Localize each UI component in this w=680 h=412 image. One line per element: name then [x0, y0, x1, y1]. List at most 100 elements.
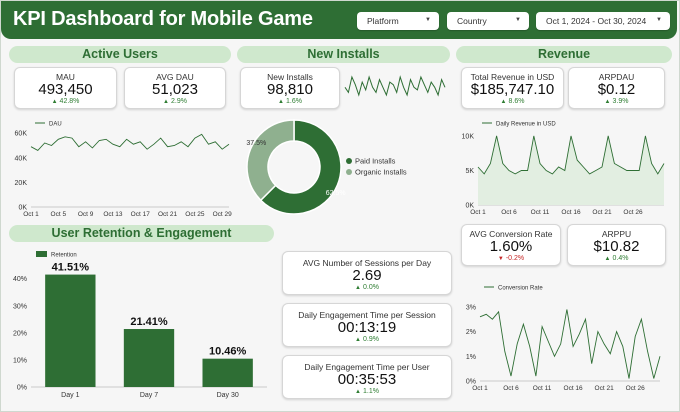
donut-slice — [246, 119, 295, 202]
x-tick-label: Oct 21 — [158, 211, 178, 218]
x-tick-label: Oct 6 — [501, 209, 517, 216]
kpi-change: ▲ 8.6% — [500, 98, 525, 105]
page-title: KPI Dashboard for Mobile Game — [13, 8, 313, 30]
kpi-label: ARPPU — [601, 229, 632, 239]
x-tick-label: Oct 13 — [103, 211, 123, 218]
triangle-up-icon: ▲ — [278, 99, 284, 105]
legend-label: Daily Revenue in USD — [496, 122, 556, 128]
bar-data-label: 10.46% — [209, 346, 247, 358]
installs-donut-chart: 62.5% 37.5% Paid Installs Organic Installs — [246, 119, 407, 215]
date-range-filter[interactable]: Oct 1, 2024 - Oct 30, 2024 ▼ — [536, 12, 670, 30]
kpi-label: Total Revenue in USD — [470, 72, 555, 82]
triangle-up-icon: ▲ — [355, 389, 361, 395]
y-tick-label: 60K — [15, 131, 28, 138]
platform-filter[interactable]: Platform ▼ — [357, 12, 439, 30]
x-tick-label: Oct 6 — [503, 385, 519, 392]
y-tick-label: 20% — [13, 330, 27, 337]
legend-label: Retention — [51, 253, 77, 259]
chevron-down-icon: ▼ — [425, 17, 431, 23]
triangle-up-icon: ▲ — [355, 285, 361, 291]
section-retention: User Retention & Engagement — [9, 225, 274, 242]
kpi-card-arppu: ARPPU $10.82 ▲ 0.4% — [567, 224, 666, 266]
x-tick-label: Oct 1 — [23, 211, 39, 218]
date-range-label: Oct 1, 2024 - Oct 30, 2024 — [546, 16, 647, 26]
retention-bar — [202, 358, 253, 387]
y-tick-label: 2% — [466, 329, 476, 336]
x-tick-label: Day 30 — [217, 392, 239, 399]
kpi-change: ▲ 0.0% — [355, 284, 379, 291]
x-tick-label: Oct 26 — [626, 385, 646, 392]
kpi-card-avg-conversion: AVG Conversion Rate 1.60% ▼ -0.2% — [461, 224, 561, 266]
y-tick-label: 0K — [18, 205, 27, 212]
kpi-value: $0.12 — [597, 81, 636, 98]
kpi-change: ▲ 1.1% — [355, 388, 379, 395]
retention-bar — [123, 329, 175, 387]
country-filter[interactable]: Country ▼ — [447, 12, 529, 30]
triangle-up-icon: ▲ — [604, 99, 611, 105]
y-tick-label: 0% — [466, 379, 476, 386]
y-tick-label: 0% — [17, 385, 27, 392]
triangle-up-icon: ▲ — [604, 256, 611, 262]
y-tick-label: 10K — [462, 133, 475, 140]
legend-label: Conversion Rate — [498, 286, 543, 292]
kpi-value: $185,747.10 — [470, 81, 555, 98]
kpi-card-arpdau: ARPDAU $0.12 ▲ 3.9% — [568, 67, 665, 109]
kpi-label: Daily Engagement Time per Session — [298, 310, 436, 320]
conversion-line-chart: 0% 1% 2% 3% Oct 1 Oct 6 Oct 11 Oct 16 Oct 21 Oct … — [466, 286, 661, 392]
kpi-card-avg-sessions: AVG Number of Sessions per Day 2.69 ▲ 0.0… — [282, 251, 452, 295]
legend-swatch — [346, 169, 352, 175]
y-tick-label: 5K — [465, 168, 474, 175]
triangle-up-icon: ▲ — [500, 99, 507, 105]
series-line — [479, 309, 661, 379]
slice-label: 37.5% — [246, 140, 266, 147]
x-tick-label: Oct 21 — [592, 209, 612, 216]
kpi-value: 493,450 — [38, 81, 93, 98]
kpi-change: ▲ 42.8% — [51, 98, 80, 105]
x-tick-label: Oct 1 — [472, 385, 488, 392]
y-tick-label: 40% — [13, 276, 27, 283]
y-tick-label: 10% — [13, 357, 27, 364]
triangle-down-icon: ▼ — [497, 256, 504, 262]
x-tick-label: Oct 1 — [470, 209, 486, 216]
series-area — [478, 135, 664, 205]
slice-label: 62.5% — [326, 190, 346, 197]
section-revenue: Revenue — [456, 46, 672, 63]
kpi-value: 98,810 — [267, 81, 313, 98]
kpi-change: ▲ 3.9% — [604, 98, 629, 105]
x-tick-label: Day 1 — [61, 392, 79, 399]
series-line — [477, 135, 665, 175]
legend-label: DAU — [49, 122, 62, 128]
y-tick-label: 3% — [466, 304, 476, 311]
x-tick-label: Oct 29 — [213, 211, 233, 218]
kpi-label: AVG DAU — [156, 72, 194, 82]
platform-filter-label: Platform — [367, 16, 399, 26]
kpi-label: AVG Conversion Rate — [469, 229, 553, 239]
section-active-users: Active Users — [9, 46, 231, 63]
kpi-label: AVG Number of Sessions per Day — [302, 258, 432, 268]
bar-data-label: 21.41% — [130, 316, 168, 328]
y-tick-label: 40K — [15, 155, 28, 162]
kpi-card-mau: MAU 493,450 ▲ 42.8% — [14, 67, 117, 109]
x-tick-label: Oct 21 — [595, 385, 615, 392]
chevron-down-icon: ▼ — [515, 17, 521, 23]
kpi-label: MAU — [56, 72, 75, 82]
x-tick-label: Oct 17 — [131, 211, 151, 218]
kpi-card-time-per-session: Daily Engagement Time per Session 00:13:… — [282, 303, 452, 347]
x-tick-label: Oct 9 — [78, 211, 94, 218]
installs-sparkline — [344, 75, 446, 97]
triangle-up-icon: ▲ — [51, 99, 58, 105]
x-tick-label: Oct 25 — [185, 211, 205, 218]
bar-data-label: 41.51% — [52, 262, 90, 274]
kpi-value: 00:13:19 — [337, 319, 397, 336]
kpi-change: ▲ 2.9% — [163, 98, 187, 105]
kpi-label: New Installs — [267, 72, 313, 82]
y-tick-label: 20K — [15, 180, 28, 187]
legend-label: Organic Installs — [355, 168, 407, 177]
x-tick-label: Oct 11 — [531, 209, 550, 216]
kpi-change: ▲ 1.6% — [278, 98, 302, 105]
retention-bar-chart: 0% 10% 20% 30% 40% 41.51% Day 1 21.41% Day 7 10.4… — [13, 251, 267, 399]
x-tick-label: Oct 16 — [561, 209, 581, 216]
legend-swatch — [346, 158, 352, 164]
legend-label: Paid Installs — [355, 157, 396, 166]
